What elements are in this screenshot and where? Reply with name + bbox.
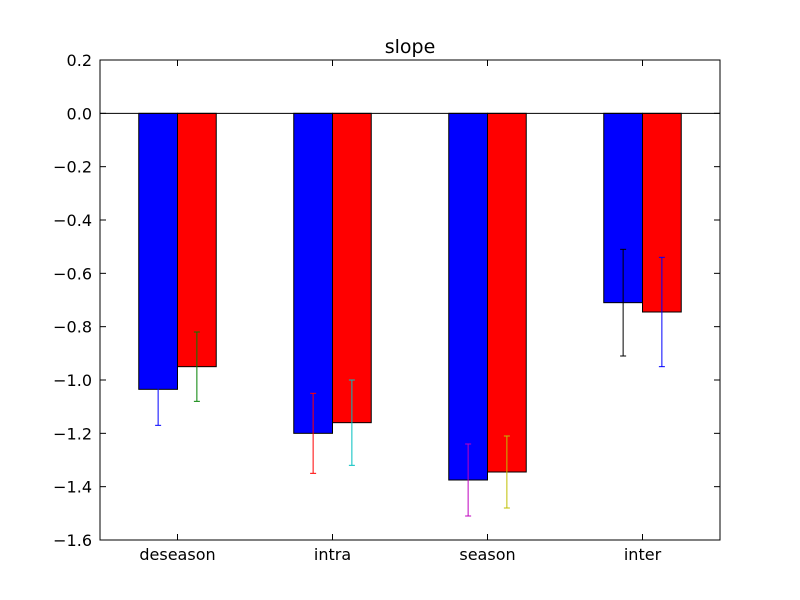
y-tick-label: −1.4 — [53, 478, 92, 497]
bar-deseason-s2 — [177, 112, 217, 368]
y-tick-label: −1.0 — [53, 371, 92, 390]
y-tick-label: −1.6 — [53, 531, 92, 550]
x-axis: deseason intra season inter — [139, 60, 662, 564]
y-tick-label: 0.2 — [67, 51, 92, 70]
y-tick-label: −0.6 — [53, 264, 92, 283]
bar-intra-s2 — [332, 112, 372, 424]
x-tick-label-season: season — [459, 545, 515, 564]
y-axis: 0.2 0.0 −0.2 −0.4 −0.6 −0.8 −1.0 −1.2 −1.4 −1.6 — [53, 51, 720, 550]
plot-frame — [99, 59, 721, 541]
error-bars-layer — [155, 248, 665, 517]
bar-season-s1 — [448, 112, 488, 481]
bar-intra-s1 — [293, 112, 333, 434]
bar-deseason-s1 — [138, 112, 178, 390]
y-tick-label: −0.2 — [53, 158, 92, 177]
bars-layer — [138, 112, 682, 481]
y-tick-label: −0.4 — [53, 211, 92, 230]
x-tick-label-intra: intra — [314, 545, 351, 564]
x-tick-label-deseason: deseason — [139, 545, 215, 564]
bar-season-s2 — [487, 112, 527, 473]
chart-title: slope — [385, 36, 436, 58]
y-tick-label: −1.2 — [53, 424, 92, 443]
x-tick-label-inter: inter — [624, 545, 662, 564]
y-tick-label: −0.8 — [53, 318, 92, 337]
y-tick-label: 0.0 — [67, 104, 92, 123]
